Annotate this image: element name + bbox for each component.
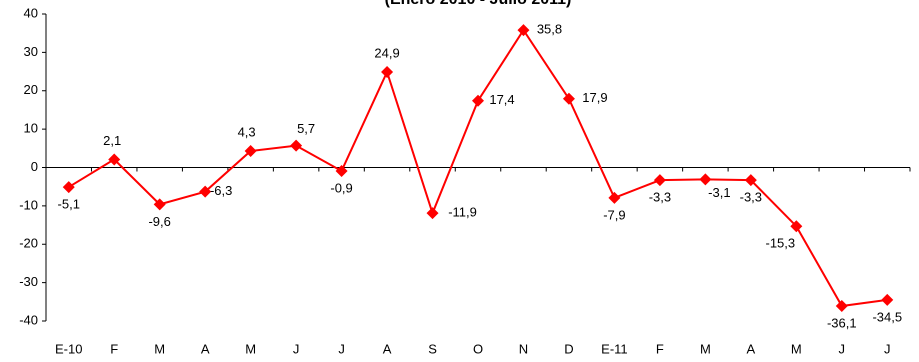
marker [108,153,121,166]
marker [381,65,394,78]
marker [608,191,621,204]
marker [699,173,712,186]
x-tick-label: E-11 [601,341,628,356]
marker [881,293,894,306]
x-tick-label: F [656,341,664,356]
marker [62,181,75,194]
marker [244,144,257,157]
x-tick-label: D [564,341,573,356]
marker [199,185,212,198]
marker [562,92,575,105]
y-tick-label: 0 [31,159,38,174]
x-tick-label: M [791,341,802,356]
data-label: -5,1 [58,197,80,212]
data-label: -15,3 [765,236,795,251]
data-label: -7,9 [603,207,625,222]
marker [290,139,303,152]
x-tick-label: M [700,341,711,356]
marker [790,220,803,233]
marker [426,207,439,220]
y-tick-label: -20 [19,236,38,251]
x-tick-label: M [154,341,165,356]
x-tick-label: F [110,341,118,356]
data-label: 5,7 [297,121,315,136]
y-tick-label: 20 [24,82,38,97]
data-label: -9,6 [148,214,170,229]
data-label: -3,3 [649,190,671,205]
line [68,28,888,308]
x-tick-label: J [293,341,300,356]
y-tick-label: -10 [19,197,38,212]
data-label: 35,8 [537,22,562,37]
x-tick-label: S [428,341,437,356]
marker [335,164,348,177]
y-tick-label: 30 [24,44,38,59]
x-tick-label: O [473,341,483,356]
marker [517,24,530,37]
x-tick-label: E-10 [55,341,82,356]
marker [653,174,666,187]
data-label: 2,1 [103,133,121,148]
y-tick-label: 10 [24,121,38,136]
data-label: -6,3 [210,183,232,198]
x-tick-label: A [747,341,756,356]
data-label: 4,3 [238,124,256,139]
data-label: -0,9 [330,180,352,195]
x-tick-label: M [245,341,256,356]
x-tick-label: A [383,341,392,356]
data-label: 17,9 [582,90,607,105]
data-label: -36,1 [827,315,857,330]
data-label: 24,9 [374,45,399,60]
data-label: -3,1 [708,185,730,200]
x-tick-label: J [884,341,891,356]
y-tick-label: -40 [19,312,38,327]
x-tick-label: J [839,341,846,356]
marker [744,174,757,187]
y-tick-label: 40 [24,5,38,20]
data-label: -3,3 [740,190,762,205]
chart-title: (Enero 2010 - Julio 2011) [385,0,572,8]
marker [153,198,166,211]
y-tick-label: -30 [19,274,38,289]
data-label: -34,5 [872,309,902,324]
marker [472,94,484,107]
x-tick-label: N [519,341,528,356]
data-label: -11,9 [448,205,477,220]
marker [835,300,848,313]
data-label: 17,4 [489,92,514,107]
x-tick-label: A [201,341,210,356]
x-tick-label: J [338,341,345,356]
